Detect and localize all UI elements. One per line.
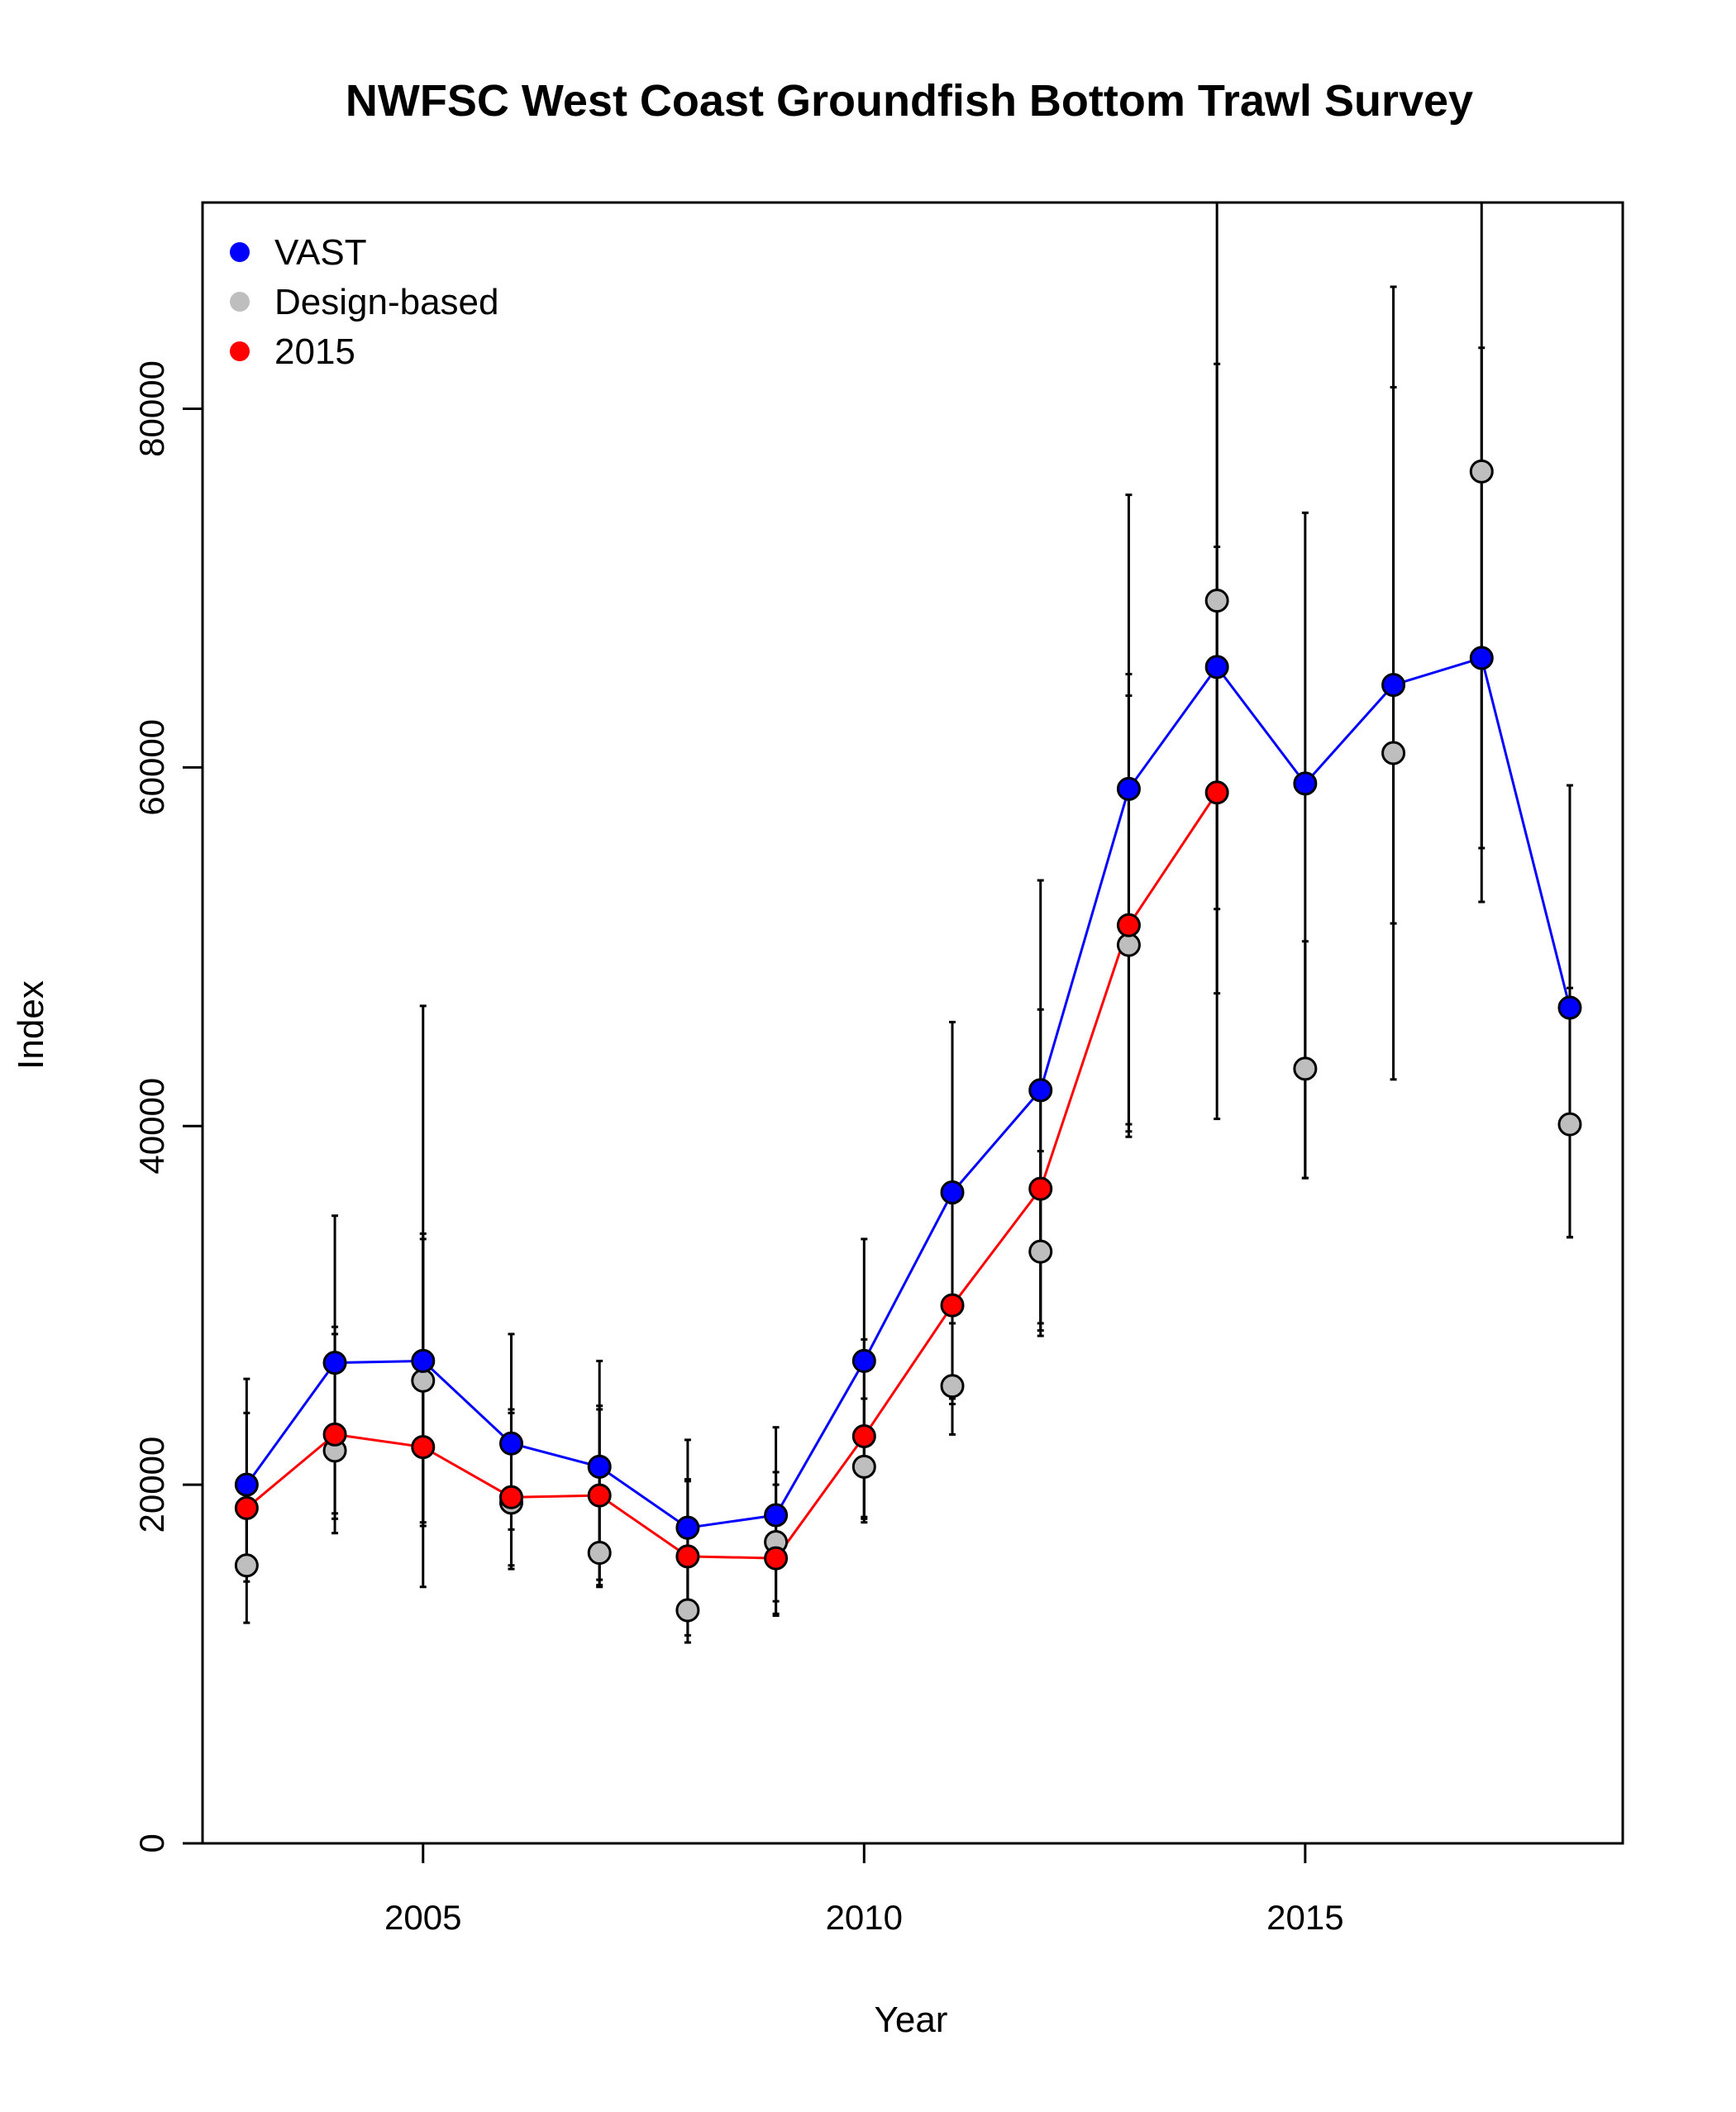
data-point-s0-3 <box>498 1431 523 1456</box>
data-point-s0-4 <box>587 1454 612 1479</box>
data-point-s0-2 <box>411 1348 436 1373</box>
data-point-s0-12 <box>1293 771 1318 796</box>
legend-marker-1 <box>230 292 250 312</box>
legend-label-2: 2015 <box>274 331 355 372</box>
legend-marker-0 <box>230 242 250 262</box>
data-point-s1-15 <box>1557 1112 1582 1137</box>
data-point-s2-4 <box>587 1483 612 1508</box>
data-point-s0-1 <box>322 1351 347 1375</box>
data-point-s1-2 <box>411 1368 436 1393</box>
y-tick-label-4: 80000 <box>132 360 171 457</box>
data-point-s1-11 <box>1204 589 1229 613</box>
data-point-s2-3 <box>498 1485 523 1509</box>
x-tick-label-2: 2015 <box>1266 1898 1343 1937</box>
y-tick-label-3: 60000 <box>132 719 171 816</box>
data-point-s2-6 <box>764 1546 789 1571</box>
data-point-s2-2 <box>411 1435 436 1460</box>
data-point-s1-10 <box>1116 932 1141 957</box>
x-tick-label-1: 2010 <box>826 1898 903 1937</box>
data-point-s0-11 <box>1204 655 1229 679</box>
data-point-s1-0 <box>234 1553 259 1578</box>
data-point-s1-14 <box>1469 459 1494 484</box>
y-tick-label-1: 20000 <box>132 1437 171 1533</box>
data-point-s0-0 <box>234 1472 259 1497</box>
data-point-s1-9 <box>1028 1239 1053 1264</box>
series-line-2 <box>246 791 1219 1560</box>
data-point-s2-5 <box>675 1544 700 1569</box>
data-point-s2-11 <box>1204 780 1229 805</box>
data-point-s2-10 <box>1116 913 1141 937</box>
data-point-s2-7 <box>851 1424 876 1449</box>
data-point-s1-8 <box>940 1374 965 1399</box>
data-point-s0-7 <box>851 1348 876 1373</box>
data-point-s0-13 <box>1381 673 1406 698</box>
y-tick-label-2: 40000 <box>132 1078 171 1175</box>
data-point-s0-9 <box>1028 1078 1053 1103</box>
chart-title: NWFSC West Coast Groundfish Bottom Trawl… <box>346 76 1473 126</box>
data-point-s0-15 <box>1557 995 1582 1020</box>
y-axis-title: Index <box>11 980 51 1070</box>
x-axis-title: Year <box>875 2000 948 2040</box>
legend-label-1: Design-based <box>274 282 499 322</box>
data-point-s1-13 <box>1381 741 1406 765</box>
data-point-s0-10 <box>1116 776 1141 801</box>
data-point-s0-5 <box>675 1515 700 1540</box>
legend-label-0: VAST <box>274 232 367 273</box>
x-tick-label-0: 2005 <box>384 1898 461 1937</box>
data-point-s1-4 <box>587 1541 612 1566</box>
legend-marker-2 <box>230 341 250 361</box>
data-point-s0-14 <box>1469 646 1494 670</box>
data-point-s2-0 <box>234 1495 259 1520</box>
data-point-s1-7 <box>851 1454 876 1479</box>
y-tick-label-0: 0 <box>132 1833 171 1852</box>
data-point-s2-1 <box>322 1422 347 1447</box>
data-point-s2-9 <box>1028 1176 1053 1201</box>
data-point-s0-6 <box>764 1503 789 1528</box>
data-point-s0-8 <box>940 1180 965 1205</box>
series-line-0 <box>246 656 1571 1529</box>
plot-frame <box>201 201 1624 1845</box>
data-point-s2-8 <box>940 1293 965 1318</box>
plot-layer: 2005 2010 2015 0 20000 40000 60000 80000 VAST Des… <box>132 203 1582 1937</box>
data-point-s1-12 <box>1293 1056 1318 1081</box>
data-point-s1-5 <box>675 1598 700 1623</box>
